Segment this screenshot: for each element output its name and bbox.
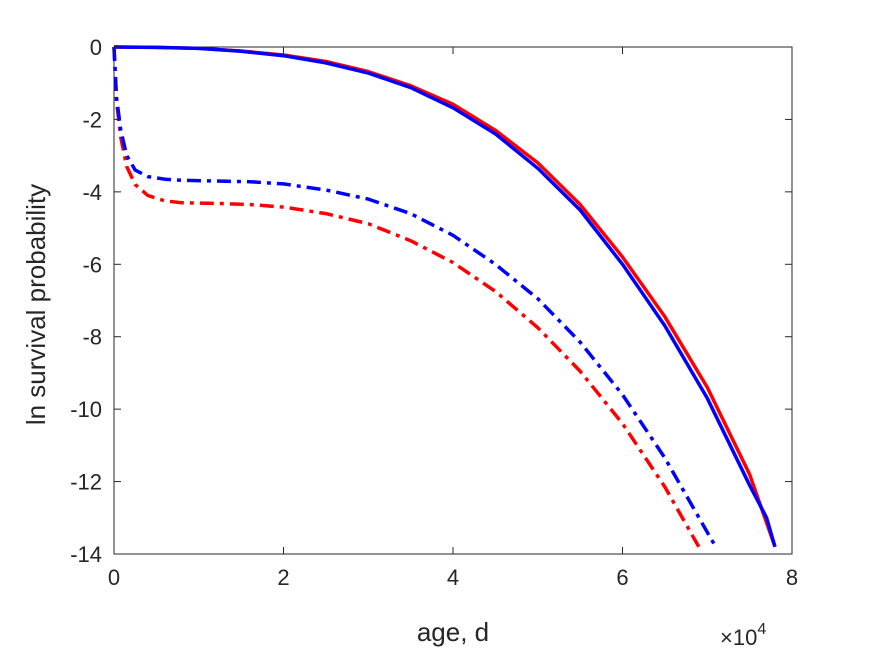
- x-axis-exponent-base: ×10: [720, 625, 757, 650]
- x-tick-label: 2: [277, 565, 289, 590]
- y-tick-label: -2: [82, 107, 102, 132]
- x-tick-label: 0: [108, 565, 120, 590]
- x-axis-label: age, d: [417, 617, 489, 647]
- y-tick-label: 0: [90, 35, 102, 60]
- y-tick-label: -4: [82, 180, 102, 205]
- x-axis-exponent-power: 4: [757, 621, 766, 638]
- y-tick-label: -10: [70, 397, 102, 422]
- series-line-1: [113, 45, 777, 548]
- y-tick-label: -8: [82, 325, 102, 350]
- y-tick-label: -12: [70, 470, 102, 495]
- y-tick-label: -14: [70, 542, 102, 567]
- x-axis-exponent: ×104: [720, 621, 766, 650]
- series-layer: [112, 45, 777, 548]
- x-tick-label: 4: [447, 565, 459, 590]
- axes-box: [113, 46, 793, 555]
- y-tick-label: -6: [82, 252, 102, 277]
- series-line-2: [112, 46, 701, 548]
- plot-area: [113, 46, 793, 555]
- x-tick-label: 6: [616, 565, 628, 590]
- ticks-layer: 0 2 4 6 8 0 -2 -4 -6 -8 -10 -12 -14: [70, 35, 798, 590]
- y-axis-label: ln survival probability: [21, 184, 51, 425]
- x-tick-label: 8: [786, 565, 798, 590]
